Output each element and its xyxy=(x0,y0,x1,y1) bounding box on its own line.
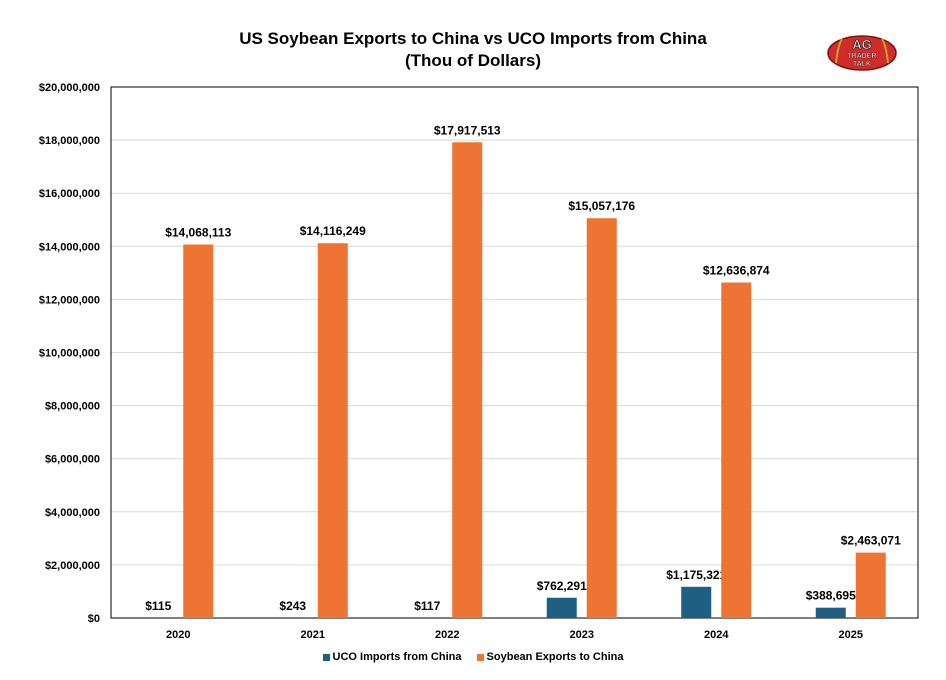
y-tick-label: $6,000,000 xyxy=(45,454,100,466)
chart-title-line2: (Thou of Dollars) xyxy=(405,51,541,70)
x-tick-label: 2024 xyxy=(704,629,729,641)
y-tick-label: $12,000,000 xyxy=(39,294,100,306)
soybean-bar xyxy=(317,243,348,618)
soybean-data-label: $12,636,874 xyxy=(703,263,770,277)
plot-area-border xyxy=(110,86,919,619)
x-tick-label: 2023 xyxy=(570,629,594,641)
legend-item-uco: UCO Imports from China xyxy=(322,651,462,663)
soybean-bar xyxy=(586,218,617,618)
soybean-data-label: $17,917,513 xyxy=(434,123,501,137)
chart-title-line1: US Soybean Exports to China vs UCO Impor… xyxy=(239,29,707,48)
y-tick-label: $0 xyxy=(88,613,100,625)
legend-item-soy: Soybean Exports to China xyxy=(476,651,624,663)
y-tick-label: $16,000,000 xyxy=(39,188,100,200)
bar-chart: $0 $2,000,000 $4,000,000 $6,000,000 $8,000,0… xyxy=(39,82,919,641)
logo-text-trader: TRADER xyxy=(847,53,876,60)
x-tick-label: 2021 xyxy=(301,629,325,641)
soybean-bar xyxy=(452,142,483,618)
y-tick-label: $8,000,000 xyxy=(45,401,100,413)
ag-trader-talk-logo: AG TRADER TALK xyxy=(827,35,897,71)
x-tick-label: 2025 xyxy=(839,629,863,641)
y-tick-label: $18,000,000 xyxy=(39,135,100,147)
soybean-data-label: $15,057,176 xyxy=(568,199,635,213)
logo-text-ag: AG xyxy=(852,37,872,52)
legend-swatch-uco xyxy=(322,653,330,661)
y-tick-label: $2,000,000 xyxy=(45,560,100,572)
soybean-data-label: $14,068,113 xyxy=(165,225,231,239)
legend-swatch-soy xyxy=(476,653,484,661)
y-tick-label: $20,000,000 xyxy=(39,82,100,94)
y-tick-label: $14,000,000 xyxy=(39,241,100,253)
y-tick-label: $4,000,000 xyxy=(45,507,100,519)
legend-label-uco: UCO Imports from China xyxy=(332,651,462,663)
soybean-bar xyxy=(183,244,214,619)
legend: UCO Imports from China Soybean Exports t… xyxy=(0,651,946,664)
uco-bar xyxy=(546,597,577,618)
uco-data-label: $115 xyxy=(145,599,171,613)
x-tick-label: 2022 xyxy=(435,629,459,641)
uco-data-label: $117 xyxy=(414,599,440,613)
legend-label-soy: Soybean Exports to China xyxy=(486,651,624,663)
uco-data-label: $1,175,321 xyxy=(666,568,726,582)
x-tick-label: 2020 xyxy=(166,629,190,641)
uco-bar xyxy=(815,607,846,618)
uco-bar xyxy=(681,586,712,618)
soybean-bar xyxy=(721,282,752,618)
soybean-data-label: $2,463,071 xyxy=(841,534,901,548)
soybean-data-label: $14,116,249 xyxy=(300,224,366,238)
uco-data-label: $243 xyxy=(279,599,306,613)
uco-data-label: $388,695 xyxy=(806,589,856,603)
y-tick-label: $10,000,000 xyxy=(39,348,100,360)
uco-data-label: $762,291 xyxy=(537,579,587,593)
logo-text-talk: TALK xyxy=(853,61,871,68)
soybean-bar xyxy=(855,552,886,618)
chart-title: US Soybean Exports to China vs UCO Impor… xyxy=(0,28,946,72)
